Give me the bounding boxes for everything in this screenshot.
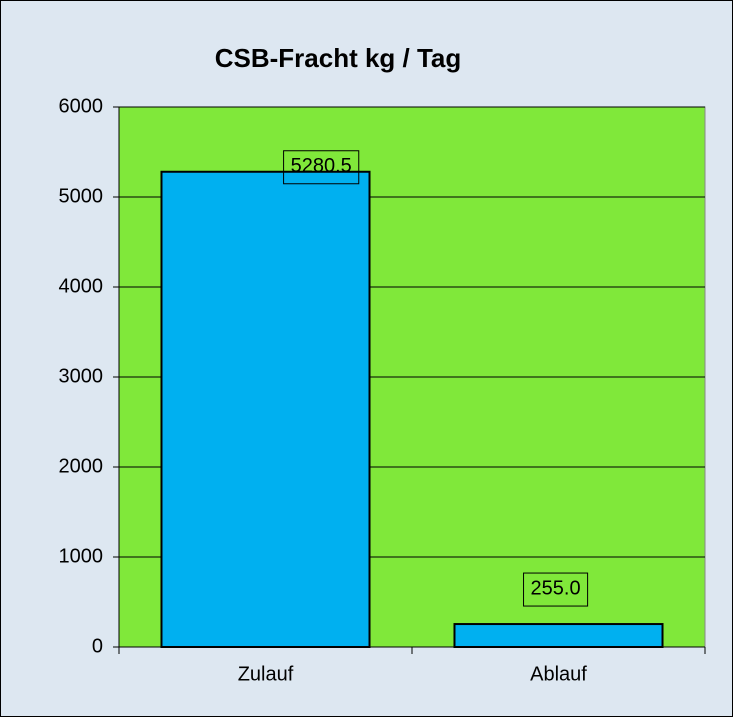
x-tick-label: Zulauf <box>238 663 294 685</box>
bar <box>160 170 371 648</box>
value-label: 5280.5 <box>291 155 352 177</box>
y-tick-label: 0 <box>92 635 103 657</box>
value-label-box <box>523 572 589 607</box>
chart-title: CSB-Fracht kg / Tag <box>215 43 462 73</box>
value-label: 255.0 <box>531 577 581 599</box>
y-tick-label: 2000 <box>59 455 104 477</box>
y-tick-label: 3000 <box>59 365 104 387</box>
y-tick-label: 6000 <box>59 95 104 117</box>
y-tick-label: 5000 <box>59 185 104 207</box>
bar <box>453 623 664 648</box>
value-label-box <box>283 150 360 185</box>
x-tick-label: Ablauf <box>530 663 587 685</box>
y-tick-label: 4000 <box>59 275 104 297</box>
y-tick-label: 1000 <box>59 545 104 567</box>
